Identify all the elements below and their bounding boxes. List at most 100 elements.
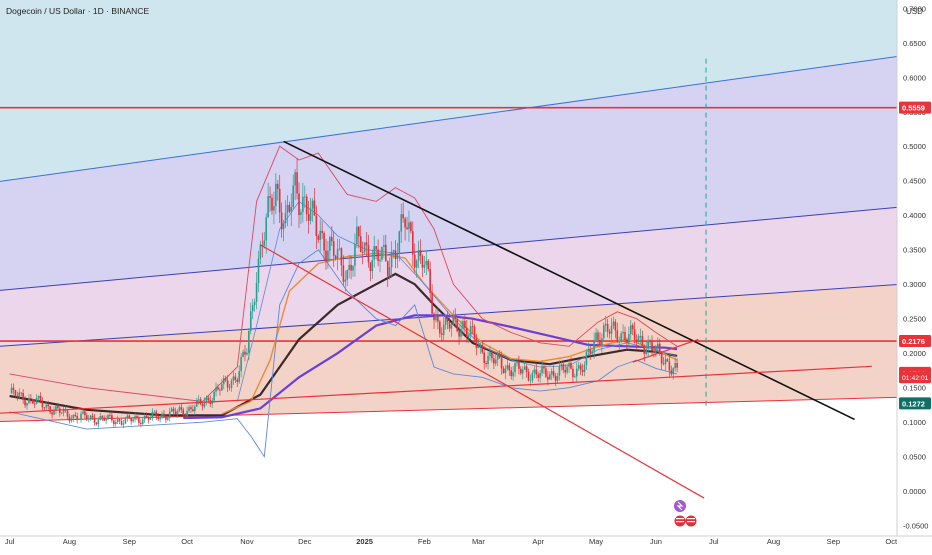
- candle-body: [406, 227, 408, 229]
- candle-body: [381, 246, 383, 260]
- candle-body: [512, 372, 514, 377]
- price-tag[interactable]: [899, 397, 931, 410]
- candle-body: [396, 254, 399, 259]
- candle-body: [294, 172, 296, 186]
- candle-body: [126, 415, 129, 419]
- candle-body: [122, 423, 125, 425]
- candle-body: [59, 408, 61, 413]
- candle-body: [612, 321, 615, 326]
- x-tick-label: Sep: [123, 537, 136, 546]
- candle-body: [386, 261, 389, 276]
- candle-body: [141, 419, 144, 424]
- candle-body: [400, 214, 403, 232]
- candle-body: [338, 248, 341, 250]
- candle-body: [230, 380, 233, 388]
- candle-body: [523, 366, 526, 370]
- earnings-icon[interactable]: [674, 500, 686, 512]
- candle-body: [14, 389, 17, 396]
- candle-body: [311, 200, 314, 209]
- candle-body: [267, 196, 269, 218]
- candle-body: [390, 251, 393, 268]
- candle-body: [547, 376, 549, 380]
- candle-body: [363, 242, 366, 253]
- candle-body: [423, 264, 426, 268]
- price-tag[interactable]: [899, 335, 931, 348]
- candle-body: [543, 366, 545, 369]
- candle-body: [180, 407, 183, 410]
- x-tick-label: Sep: [827, 537, 840, 546]
- price-tag[interactable]: [899, 371, 931, 384]
- x-tick-label: Apr: [532, 537, 544, 546]
- candle-body: [653, 350, 655, 353]
- candle-body: [33, 403, 36, 405]
- candle-body: [39, 395, 42, 402]
- candle-body: [446, 316, 449, 322]
- candle-body: [309, 208, 312, 221]
- candle-body: [315, 215, 318, 236]
- candle-body: [554, 376, 557, 381]
- us-flag-icon[interactable]: [674, 515, 697, 527]
- candle-body: [57, 406, 59, 409]
- channel-line-mid-upper[interactable]: [0, 206, 898, 291]
- candle-body: [645, 348, 648, 354]
- candle-body: [475, 338, 478, 349]
- candle-body: [109, 415, 111, 416]
- candle-body: [170, 408, 173, 412]
- candle-body: [564, 369, 567, 373]
- candle-body: [462, 321, 464, 329]
- candle-body: [545, 368, 547, 377]
- band-top: [0, 0, 897, 182]
- candle-body: [107, 415, 109, 420]
- candle-body: [82, 411, 84, 414]
- channel-bands: [0, 0, 897, 422]
- candle-body: [620, 333, 622, 342]
- candle-body: [575, 368, 578, 377]
- candle-body: [537, 374, 539, 378]
- series-bb-upper: [9, 145, 678, 402]
- x-tick-label: Dec: [298, 537, 312, 546]
- candle-body: [342, 265, 345, 282]
- candle-body: [89, 415, 92, 419]
- candle-body: [610, 325, 613, 334]
- candle-body: [618, 341, 621, 343]
- candle-body: [116, 419, 119, 423]
- candle-body: [394, 250, 397, 259]
- trend-line-descending-support[interactable]: [260, 244, 705, 499]
- candle-body: [379, 259, 381, 262]
- channel-line-upper[interactable]: [0, 56, 898, 182]
- series-ma-dark: [9, 272, 678, 417]
- candle-body: [203, 401, 206, 407]
- candle-body: [421, 255, 424, 268]
- y-tick-label: 0.3000: [903, 280, 926, 289]
- candle-body: [261, 244, 264, 246]
- candle-body: [670, 370, 673, 375]
- candle-body: [207, 397, 210, 401]
- candle-body: [253, 301, 256, 305]
- channel-line-base[interactable]: [0, 396, 898, 422]
- candle-body: [278, 188, 281, 213]
- candle-body: [55, 406, 57, 411]
- candle-body: [631, 325, 634, 330]
- candle-body: [334, 255, 337, 259]
- candle-body: [265, 217, 268, 241]
- candle-body: [130, 418, 132, 422]
- candle-body: [651, 342, 653, 351]
- candle-body: [172, 408, 175, 412]
- trend-line-ascending-support[interactable]: [0, 365, 872, 414]
- trend-line-descending-resistance[interactable]: [283, 140, 855, 421]
- candle-body: [292, 185, 295, 208]
- price-axis-background: [897, 0, 932, 550]
- candle-body: [74, 414, 77, 417]
- candle-body: [78, 419, 80, 420]
- candle-body: [359, 236, 362, 252]
- candle-body: [527, 371, 530, 381]
- candle-body: [307, 214, 310, 221]
- candle-body: [601, 338, 603, 346]
- trend-line-short-rise[interactable]: [632, 338, 699, 363]
- candle-body: [577, 365, 580, 369]
- price-tag[interactable]: [899, 101, 931, 114]
- candle-body: [340, 248, 343, 266]
- candle-body: [452, 316, 455, 325]
